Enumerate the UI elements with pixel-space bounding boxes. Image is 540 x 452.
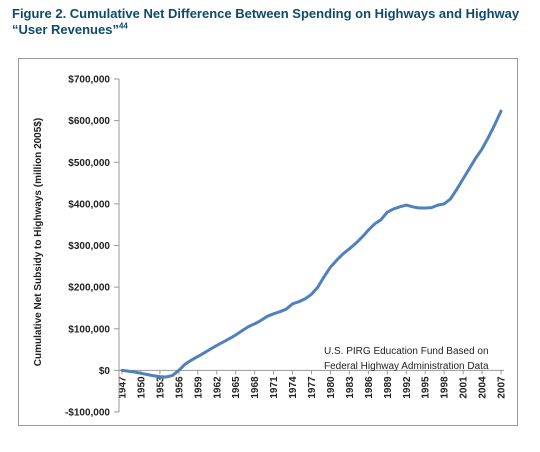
- series-line: [120, 109, 503, 379]
- figure-title: Figure 2. Cumulative Net Difference Betw…: [12, 6, 532, 38]
- x-tick-label: 1980: [326, 376, 337, 399]
- x-tick-label: 1974: [288, 376, 299, 399]
- y-tick-label: $400,000: [68, 199, 110, 210]
- y-tick-label: $700,000: [68, 75, 110, 86]
- x-tick-label: 1953: [155, 376, 166, 399]
- x-tick-label: 1962: [212, 376, 223, 399]
- x-tick-label: 1995: [421, 376, 432, 399]
- chart-frame: Cumulative Net Subsidy to Highways (mill…: [18, 58, 518, 426]
- x-tick-label: 1971: [269, 376, 280, 399]
- y-axis-label: Cumulative Net Subsidy to Highways (mill…: [33, 118, 44, 366]
- annotation-line-2: Federal Highway Administration Data: [324, 361, 489, 372]
- figure-title-line-2-text: “User Revenues”: [12, 22, 119, 37]
- y-tick-label: $0: [99, 366, 111, 377]
- x-tick-label: 1998: [440, 376, 451, 399]
- figure-title-line-2: “User Revenues”44: [12, 22, 532, 38]
- x-tick-label: 1956: [174, 376, 185, 399]
- figure-title-footnote: 44: [118, 21, 128, 31]
- x-tick-label: 1992: [402, 376, 413, 399]
- series-layer: [120, 109, 503, 379]
- x-tick-label: 2007: [497, 376, 508, 399]
- x-axis: 1947 1950 1953 1956 1959 1962 1965 1968 1971 1974…: [118, 370, 508, 399]
- y-tick-label: $500,000: [68, 158, 110, 169]
- x-tick-label: 1989: [383, 376, 394, 399]
- y-tick-label: $200,000: [68, 283, 110, 294]
- x-tick-label: 1977: [307, 376, 318, 399]
- x-tick-label: 1983: [345, 376, 356, 399]
- y-axis: -$100,000 $0 $100,000 $200,000 $300,000 $400,…: [65, 75, 119, 419]
- x-tick-label: 1959: [193, 376, 204, 399]
- y-tick-label: $600,000: [68, 116, 110, 127]
- annotation-line-1: U.S. PIRG Education Fund Based on: [324, 346, 489, 357]
- x-tick-label: 1986: [364, 376, 375, 399]
- y-tick-label: $100,000: [68, 324, 110, 335]
- y-tick-label: -$100,000: [65, 408, 110, 419]
- y-tick-label: $300,000: [68, 241, 110, 252]
- x-tick-label: 2004: [478, 376, 489, 399]
- x-tick-label: 1947: [118, 376, 129, 399]
- x-tick-label: 1965: [231, 376, 242, 399]
- figure-title-line-1: Figure 2. Cumulative Net Difference Betw…: [12, 6, 520, 21]
- x-tick-label: 1950: [136, 376, 147, 399]
- line-chart: Cumulative Net Subsidy to Highways (mill…: [33, 75, 508, 419]
- x-tick-label: 2001: [459, 376, 470, 399]
- x-tick-label: 1968: [250, 376, 261, 399]
